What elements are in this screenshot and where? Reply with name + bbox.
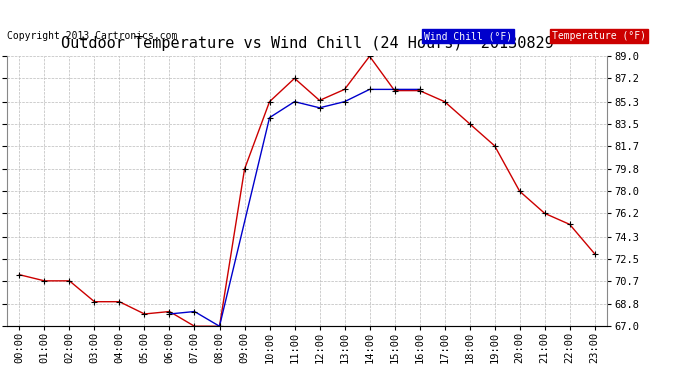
Title: Outdoor Temperature vs Wind Chill (24 Hours)  20130829: Outdoor Temperature vs Wind Chill (24 Ho… xyxy=(61,36,553,51)
Text: Copyright 2013 Cartronics.com: Copyright 2013 Cartronics.com xyxy=(7,32,177,41)
Text: Temperature (°F): Temperature (°F) xyxy=(552,32,646,41)
Text: Wind Chill (°F): Wind Chill (°F) xyxy=(424,32,513,41)
